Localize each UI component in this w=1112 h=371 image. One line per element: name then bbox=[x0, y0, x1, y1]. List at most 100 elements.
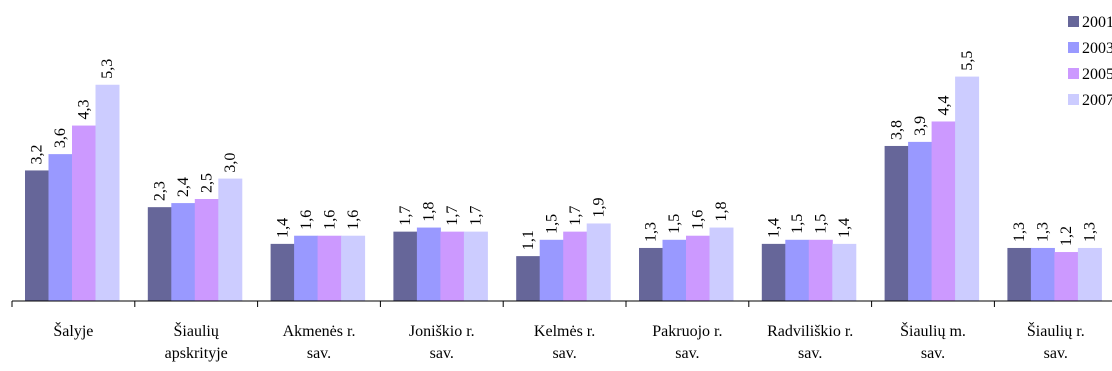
data-label: 1,3 bbox=[1035, 222, 1052, 242]
bar-2005-6 bbox=[808, 239, 833, 301]
bar-2007-7 bbox=[955, 76, 980, 301]
category-label: apskrityje bbox=[165, 345, 228, 362]
data-label: 5,3 bbox=[99, 59, 116, 79]
bar-2003-4 bbox=[539, 239, 564, 301]
data-label: 2,3 bbox=[152, 181, 169, 201]
bar-2005-2 bbox=[317, 235, 342, 301]
bar-2005-7 bbox=[931, 121, 956, 301]
category-label: sav. bbox=[798, 345, 822, 362]
bar-2007-8 bbox=[1077, 247, 1102, 301]
bar-2003-2 bbox=[294, 235, 319, 301]
data-label: 2,4 bbox=[175, 177, 192, 197]
category-label: Joniškio r. bbox=[409, 323, 475, 340]
category-label: sav. bbox=[430, 345, 454, 362]
bar-2007-1 bbox=[218, 178, 243, 301]
legend-swatch-2005 bbox=[1068, 68, 1079, 79]
data-label: 4,3 bbox=[76, 100, 93, 120]
bar-2003-0 bbox=[48, 154, 73, 301]
bar-2001-5 bbox=[639, 247, 663, 301]
data-label: 1,3 bbox=[1011, 222, 1028, 242]
bar-2007-2 bbox=[341, 235, 366, 301]
data-label: 3,2 bbox=[29, 144, 46, 164]
category-label: Akmenės r. bbox=[283, 323, 356, 340]
data-label: 1,4 bbox=[766, 218, 783, 238]
category-label: sav. bbox=[307, 345, 331, 362]
data-label: 1,7 bbox=[468, 206, 485, 226]
data-label: 1,3 bbox=[1082, 222, 1099, 242]
data-label: 5,5 bbox=[959, 51, 976, 71]
data-label: 1,1 bbox=[520, 230, 537, 250]
bar-2007-3 bbox=[463, 231, 488, 301]
category-label: Šiaulių bbox=[174, 321, 220, 340]
legend-swatch-2003 bbox=[1068, 42, 1079, 53]
bar-2001-7 bbox=[884, 145, 909, 301]
bar-2005-5 bbox=[686, 235, 710, 301]
bar-2003-1 bbox=[171, 203, 196, 301]
bar-2003-3 bbox=[416, 227, 441, 301]
bars-layer bbox=[25, 76, 1102, 301]
data-label: 1,6 bbox=[298, 210, 315, 230]
bar-2001-0 bbox=[25, 170, 49, 301]
bar-2007-6 bbox=[832, 243, 857, 301]
data-label: 1,3 bbox=[643, 222, 660, 242]
category-labels-layer: Šalyje Šiaulių apskrityje Akmenės r. sav. Jon… bbox=[53, 321, 1084, 362]
data-label: 1,6 bbox=[321, 210, 338, 230]
bar-2001-8 bbox=[1007, 247, 1032, 301]
data-label: 1,9 bbox=[590, 197, 607, 217]
bar-2005-1 bbox=[194, 199, 219, 301]
bar-2001-4 bbox=[516, 256, 541, 301]
bar-2003-7 bbox=[908, 141, 933, 301]
category-label: Pakruojo r. bbox=[652, 323, 722, 340]
data-label: 3,8 bbox=[888, 120, 905, 140]
data-label: 1,6 bbox=[690, 210, 707, 230]
legend-label: 2005 bbox=[1082, 66, 1112, 83]
category-label: sav. bbox=[1044, 345, 1068, 362]
category-label: sav. bbox=[675, 345, 699, 362]
data-label: 1,5 bbox=[666, 214, 683, 234]
bar-2007-5 bbox=[709, 227, 734, 301]
x-axis-ticks bbox=[11, 301, 995, 307]
data-label: 4,4 bbox=[935, 95, 952, 115]
bar-2005-0 bbox=[72, 125, 96, 301]
category-label: sav. bbox=[552, 345, 576, 362]
bar-2005-3 bbox=[440, 231, 465, 301]
data-label: 3,0 bbox=[222, 153, 239, 173]
data-label: 1,7 bbox=[397, 206, 414, 226]
bar-2001-2 bbox=[270, 243, 295, 301]
bar-2001-1 bbox=[147, 207, 172, 301]
category-label: Šiaulių r. bbox=[1027, 321, 1085, 340]
bar-2005-4 bbox=[563, 231, 588, 301]
category-label: Kelmės r. bbox=[534, 323, 595, 340]
bar-2007-0 bbox=[95, 84, 120, 301]
bar-2003-5 bbox=[662, 239, 687, 301]
bar-2003-6 bbox=[785, 239, 810, 301]
value-labels-layer: 3,2 2,3 1,4 1,7 1,1 1,3 1,4 3,8 1,3 3,6 2,4 1,6 1,8 1… bbox=[29, 51, 1099, 251]
bar-2003-8 bbox=[1030, 247, 1055, 301]
bar-2007-4 bbox=[586, 223, 611, 301]
data-label: 3,6 bbox=[52, 128, 69, 148]
legend: 2001 2003 2005 2007 bbox=[1068, 14, 1112, 109]
data-label: 1,5 bbox=[789, 214, 806, 234]
legend-swatch-2001 bbox=[1068, 16, 1079, 27]
data-label: 1,2 bbox=[1058, 226, 1075, 246]
legend-label: 2003 bbox=[1082, 40, 1112, 57]
bar-2001-3 bbox=[393, 231, 418, 301]
legend-label: 2007 bbox=[1082, 92, 1112, 109]
data-label: 1,7 bbox=[567, 206, 584, 226]
legend-label: 2001 bbox=[1082, 14, 1112, 31]
data-label: 1,8 bbox=[713, 202, 730, 222]
category-label: Šalyje bbox=[53, 321, 93, 340]
data-label: 2,5 bbox=[199, 173, 216, 193]
data-label: 1,8 bbox=[421, 202, 438, 222]
data-label: 1,7 bbox=[444, 206, 461, 226]
category-label: sav. bbox=[921, 345, 945, 362]
legend-swatch-2007 bbox=[1068, 94, 1079, 105]
data-label: 3,9 bbox=[912, 116, 929, 136]
data-label: 1,4 bbox=[274, 218, 291, 238]
category-label: Šiaulių m. bbox=[900, 321, 966, 340]
data-label: 1,5 bbox=[813, 214, 830, 234]
category-label: Radviliškio r. bbox=[767, 323, 853, 340]
data-label: 1,4 bbox=[836, 218, 853, 238]
bar-2005-8 bbox=[1054, 252, 1079, 301]
